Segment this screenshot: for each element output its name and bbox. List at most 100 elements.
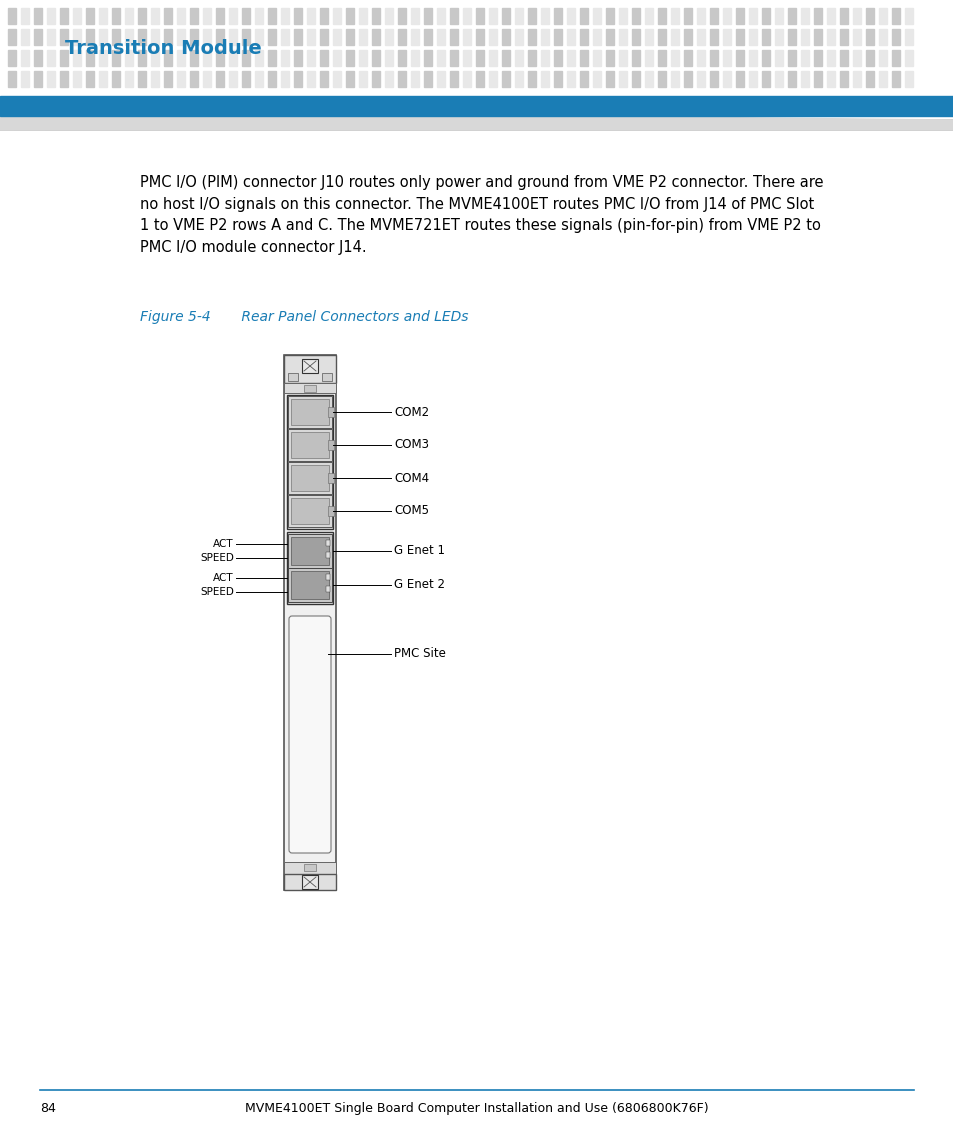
Bar — [697, 71, 704, 87]
Bar — [670, 8, 679, 24]
Text: COM2: COM2 — [394, 405, 429, 419]
Bar — [813, 71, 821, 87]
Bar — [787, 50, 795, 66]
Bar — [605, 29, 614, 45]
Bar — [397, 71, 406, 87]
Bar — [826, 50, 834, 66]
Bar — [307, 8, 314, 24]
Bar — [462, 71, 471, 87]
Bar — [322, 373, 332, 381]
Bar — [865, 8, 873, 24]
Bar — [840, 29, 847, 45]
Bar — [644, 29, 652, 45]
Bar — [302, 875, 317, 889]
Bar — [177, 50, 185, 66]
Bar — [125, 29, 132, 45]
Bar — [423, 50, 432, 66]
Bar — [891, 50, 899, 66]
Bar — [254, 29, 263, 45]
Bar — [670, 29, 679, 45]
Polygon shape — [0, 120, 953, 131]
Bar — [358, 29, 367, 45]
Bar — [397, 8, 406, 24]
Bar — [125, 71, 132, 87]
Bar — [333, 8, 340, 24]
Bar — [203, 8, 211, 24]
Bar — [878, 71, 886, 87]
Bar — [489, 50, 497, 66]
Bar — [515, 50, 522, 66]
Text: ACT: ACT — [213, 572, 233, 583]
Bar — [722, 8, 730, 24]
Bar — [288, 396, 332, 428]
Bar — [644, 50, 652, 66]
Bar — [372, 29, 379, 45]
Bar — [397, 29, 406, 45]
Bar — [229, 29, 236, 45]
Bar — [813, 8, 821, 24]
Bar — [242, 29, 250, 45]
Bar — [60, 71, 68, 87]
Bar — [618, 8, 626, 24]
Bar — [268, 8, 275, 24]
Bar — [631, 8, 639, 24]
Bar — [112, 29, 120, 45]
Bar — [385, 71, 393, 87]
Bar — [540, 29, 548, 45]
Bar — [47, 50, 55, 66]
Bar — [372, 71, 379, 87]
Bar — [328, 406, 334, 417]
Bar — [683, 71, 691, 87]
Bar — [631, 71, 639, 87]
Bar — [840, 8, 847, 24]
Bar — [346, 71, 354, 87]
Bar — [462, 8, 471, 24]
Bar — [288, 373, 297, 381]
Bar — [658, 71, 665, 87]
Bar — [878, 8, 886, 24]
Bar — [125, 50, 132, 66]
Bar — [294, 8, 302, 24]
Bar — [151, 29, 159, 45]
Bar — [579, 8, 587, 24]
Bar — [215, 50, 224, 66]
Bar — [21, 71, 29, 87]
Bar — [319, 71, 328, 87]
Bar — [385, 8, 393, 24]
Bar — [288, 461, 332, 493]
Bar — [138, 50, 146, 66]
Bar — [644, 71, 652, 87]
Bar — [891, 71, 899, 87]
Bar — [125, 8, 132, 24]
Bar — [852, 29, 861, 45]
Bar — [294, 29, 302, 45]
Bar — [735, 8, 743, 24]
Text: COM5: COM5 — [394, 505, 429, 518]
Bar — [287, 395, 333, 529]
Bar — [891, 29, 899, 45]
Bar — [112, 8, 120, 24]
Bar — [774, 71, 782, 87]
Bar — [203, 71, 211, 87]
Bar — [852, 50, 861, 66]
Bar — [291, 571, 329, 599]
Bar — [852, 71, 861, 87]
Bar — [527, 29, 536, 45]
Bar — [801, 50, 808, 66]
Bar — [515, 29, 522, 45]
Bar — [593, 8, 600, 24]
Bar — [288, 495, 332, 527]
Bar — [618, 29, 626, 45]
Bar — [748, 50, 757, 66]
Bar — [346, 50, 354, 66]
Bar — [99, 50, 107, 66]
Bar — [333, 50, 340, 66]
Bar — [683, 29, 691, 45]
Bar — [683, 8, 691, 24]
Bar — [801, 71, 808, 87]
Bar — [436, 71, 444, 87]
Bar — [164, 8, 172, 24]
Bar — [294, 50, 302, 66]
Bar — [554, 71, 561, 87]
Bar — [878, 50, 886, 66]
